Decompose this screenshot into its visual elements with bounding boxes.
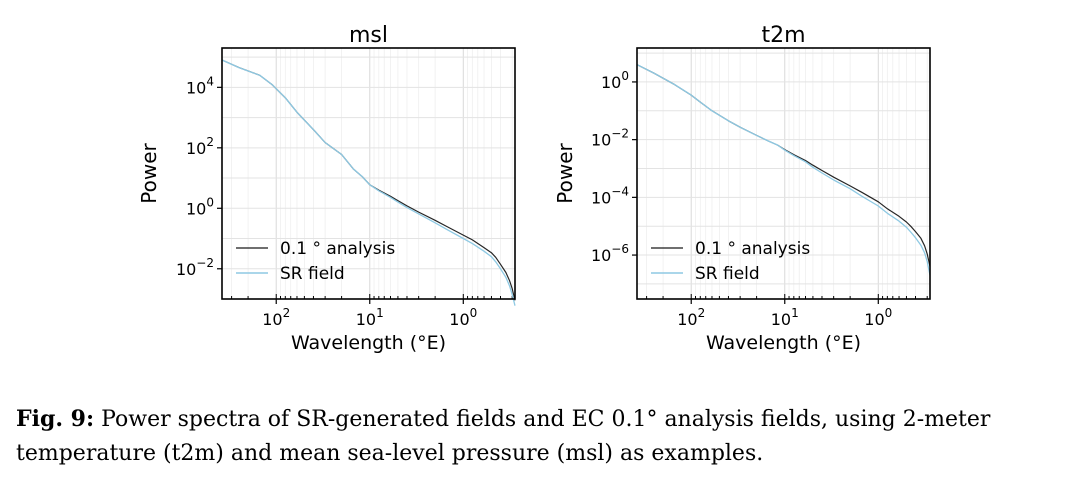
x-tick-label: 100 bbox=[864, 306, 892, 329]
y-tick-label: 10−2 bbox=[591, 127, 629, 150]
x-tick-label: 101 bbox=[771, 306, 799, 329]
caption-text: Power spectra of SR-generated fields and… bbox=[16, 407, 991, 466]
series-line-analysis bbox=[636, 64, 931, 267]
series-line-sr-field bbox=[636, 64, 931, 276]
series-line-sr-field bbox=[221, 59, 516, 306]
y-axis-label: Power bbox=[553, 142, 577, 203]
chart-panel-t2m: 100 10−2 10−4 10−6 102 101 100 t2m Wavelength (°… bbox=[553, 23, 931, 354]
x-tick-label: 102 bbox=[262, 306, 290, 329]
legend-label: 0.1 ° analysis bbox=[695, 239, 810, 259]
legend-label: SR field bbox=[280, 264, 345, 284]
y-tick-label: 102 bbox=[186, 135, 214, 158]
y-tick-label: 10−2 bbox=[176, 256, 214, 279]
x-axis-label: Wavelength (°E) bbox=[706, 332, 861, 354]
plot-frame bbox=[221, 47, 516, 300]
plot-frame bbox=[636, 47, 931, 300]
x-axis-label: Wavelength (°E) bbox=[291, 332, 446, 354]
y-tick-label: 104 bbox=[186, 74, 214, 97]
legend-label: 0.1 ° analysis bbox=[280, 239, 395, 259]
figure-caption: Fig. 9: Power spectra of SR-generated fi… bbox=[16, 402, 1056, 471]
y-tick-label: 10−6 bbox=[591, 242, 629, 265]
x-tick-label: 102 bbox=[677, 306, 705, 329]
chart-panel-msl: 104 102 100 10−2 102 101 100 msl Wavelength (°E)… bbox=[137, 23, 516, 354]
figure-charts: 104 102 100 10−2 102 101 100 msl Wavelength (°E)… bbox=[137, 23, 931, 354]
x-tick-label: 100 bbox=[449, 306, 477, 329]
y-tick-label: 100 bbox=[186, 195, 214, 218]
caption-label: Fig. 9: bbox=[16, 406, 95, 432]
y-axis-label: Power bbox=[137, 142, 161, 203]
legend-label: SR field bbox=[695, 264, 760, 284]
y-tick-label: 10−4 bbox=[591, 184, 629, 207]
chart-title: t2m bbox=[761, 23, 805, 48]
chart-title: msl bbox=[349, 23, 388, 48]
x-tick-label: 101 bbox=[356, 306, 384, 329]
series-line-analysis bbox=[221, 59, 516, 301]
y-tick-label: 100 bbox=[601, 69, 629, 92]
